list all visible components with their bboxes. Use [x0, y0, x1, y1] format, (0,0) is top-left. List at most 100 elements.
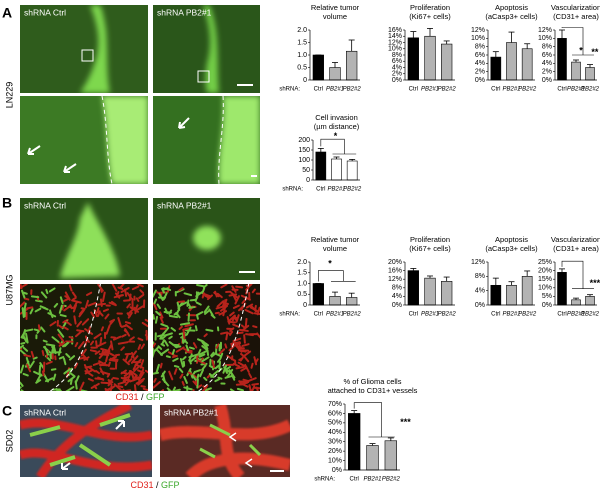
y-tick-label: 0%: [332, 467, 342, 474]
bar: [346, 297, 358, 306]
bar: [441, 43, 453, 81]
bar: [521, 276, 533, 306]
texture-stroke: [179, 358, 184, 368]
y-tick-label: 4%: [392, 293, 402, 300]
y-tick-label: 0.5: [297, 64, 307, 71]
y-tick-label: 6%: [475, 52, 485, 59]
panel-letter: C: [2, 403, 12, 419]
texture-stroke: [244, 317, 248, 329]
texture-stroke: [109, 319, 114, 323]
x-tick-label: Ctrl: [409, 312, 418, 318]
texture-stroke: [87, 301, 97, 307]
texture-stroke: [203, 333, 208, 338]
texture-stroke: [198, 353, 206, 358]
texture-stroke: [219, 352, 224, 360]
texture-stroke: [170, 327, 177, 332]
texture-stroke: [137, 372, 144, 381]
texture-stroke: [168, 314, 179, 319]
texture-stroke: [100, 381, 111, 385]
y-tick-label: 10%: [538, 35, 552, 42]
texture-stroke: [129, 306, 140, 313]
texture-stroke: [87, 366, 96, 373]
texture-stroke: [122, 358, 130, 366]
texture-stroke: [244, 308, 254, 315]
texture-stroke: [232, 323, 240, 328]
texture-stroke: [156, 303, 161, 310]
x-tick-label: Ctrl: [314, 87, 323, 93]
texture-stroke: [127, 358, 133, 363]
image-label: shRNA PB2#1: [157, 200, 212, 210]
texture-stroke: [224, 343, 228, 349]
bar: [315, 151, 327, 181]
texture-stroke: [163, 310, 172, 314]
texture-stroke: [172, 386, 176, 391]
y-tick-label: 20%: [388, 259, 402, 266]
y-tick-label: 8%: [475, 273, 485, 280]
texture-stroke: [189, 356, 197, 363]
bar: [571, 299, 581, 306]
texture-stroke: [138, 293, 145, 299]
y-tick-label: 0: [306, 177, 310, 184]
x-tick-label: Ctrl: [491, 312, 500, 318]
texture-stroke: [197, 350, 208, 357]
y-tick-label: 2%: [392, 71, 402, 78]
y-tick-label: 70%: [328, 401, 342, 408]
texture-stroke: [48, 309, 54, 319]
y-tick-label: 100: [298, 157, 310, 164]
texture-stroke: [179, 373, 184, 379]
y-tick-label: 8%: [392, 285, 402, 292]
texture-stroke: [22, 372, 29, 377]
texture-stroke: [139, 289, 145, 295]
texture-stroke: [20, 389, 25, 391]
texture-stroke: [216, 292, 223, 299]
chart-title: (aCasp3+ cells): [485, 12, 538, 21]
image-label: shRNA Ctrl: [24, 407, 66, 417]
texture-stroke: [74, 362, 79, 369]
texture-stroke: [122, 378, 130, 382]
texture-stroke: [23, 329, 27, 334]
texture-stroke: [68, 335, 74, 340]
stain-green: GFP: [161, 480, 180, 490]
texture-stroke: [133, 384, 137, 391]
y-tick-label: 150: [298, 147, 310, 154]
bar: [331, 158, 342, 181]
texture-stroke: [89, 349, 97, 353]
texture-stroke: [229, 311, 235, 317]
texture-stroke: [234, 295, 240, 305]
texture-stroke: [99, 336, 103, 345]
texture-stroke: [121, 389, 132, 391]
texture-stroke: [59, 296, 64, 305]
texture-stroke: [181, 356, 187, 361]
texture-stroke: [245, 333, 254, 337]
texture-stroke: [167, 389, 171, 391]
x-tick-label: Ctrl: [557, 87, 566, 93]
x-tick-label: Ctrl: [349, 477, 358, 483]
x-tick-label: Ctrl: [491, 87, 500, 93]
texture-stroke: [135, 377, 145, 385]
texture-stroke: [20, 301, 26, 308]
texture-stroke: [139, 368, 145, 377]
texture-stroke: [153, 302, 158, 311]
texture-stroke: [108, 358, 119, 363]
x-tick-label: PB2#2: [518, 312, 537, 318]
texture-stroke: [229, 388, 236, 391]
bar: [346, 50, 358, 81]
texture-stroke: [210, 351, 215, 357]
texture-stroke: [242, 378, 250, 383]
chart-title: Proliferation: [410, 3, 450, 12]
bar: [407, 37, 419, 81]
chart-title: Vascularization: [551, 235, 600, 244]
texture-stroke: [179, 322, 191, 326]
texture-stroke: [124, 323, 133, 331]
texture-stroke: [153, 342, 157, 349]
texture-stroke: [154, 315, 159, 324]
texture-stroke: [153, 298, 158, 305]
texture-stroke: [71, 291, 77, 298]
y-tick-label: 0%: [475, 77, 485, 84]
texture-stroke: [188, 306, 196, 309]
chart-title: volume: [323, 12, 347, 21]
texture-stroke: [201, 345, 209, 352]
y-tick-label: 5%: [542, 293, 552, 300]
texture-stroke: [80, 352, 89, 361]
texture-stroke: [113, 383, 123, 391]
